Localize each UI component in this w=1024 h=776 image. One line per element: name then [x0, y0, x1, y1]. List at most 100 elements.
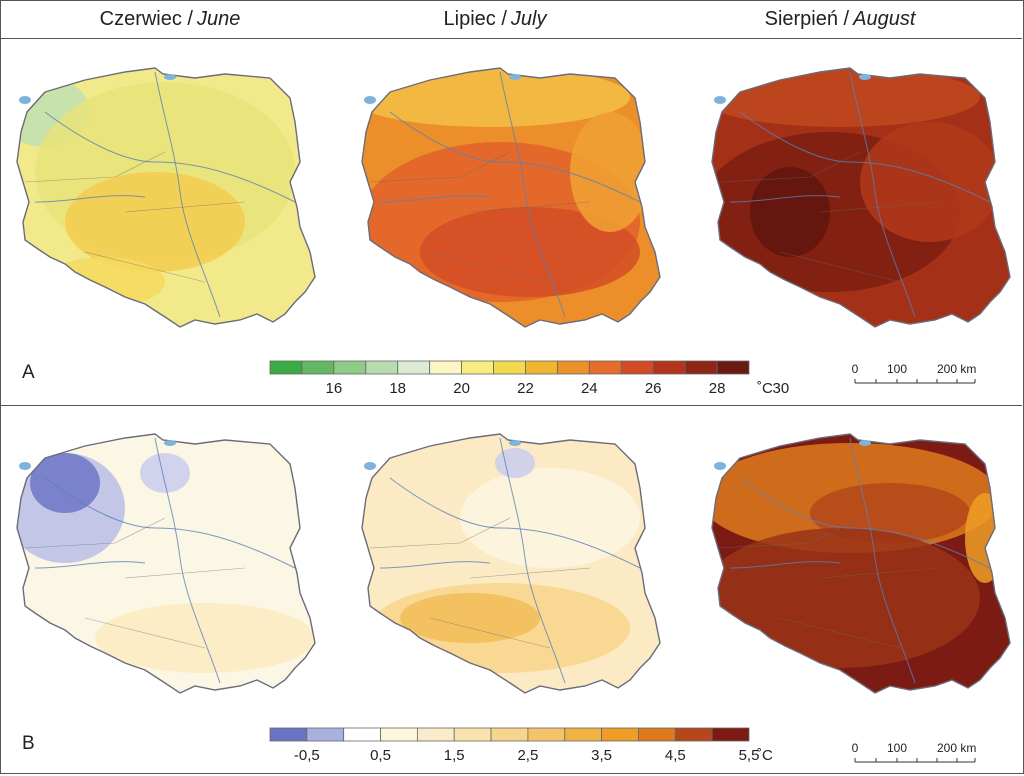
region-borders — [719, 517, 941, 649]
scale-label: 200 km — [937, 362, 976, 376]
legend-b-swatch — [269, 727, 308, 742]
legend-a-swatch — [333, 360, 367, 375]
legend-b-tick-label: 0,5 — [370, 747, 391, 764]
map-zone — [495, 448, 535, 478]
scale-bar-a: 0 100 200 km — [852, 362, 976, 384]
scale-label: 200 km — [937, 741, 976, 755]
lagoon — [164, 74, 176, 80]
map-zone — [570, 112, 650, 232]
river — [34, 195, 146, 203]
river — [729, 561, 841, 569]
legend-a-tick-label: 18 — [389, 380, 406, 397]
poland-border — [16, 433, 316, 694]
legend-a-swatch — [525, 360, 558, 375]
legend-a-swatch — [652, 360, 686, 375]
river — [739, 111, 991, 203]
map-a_june — [16, 67, 316, 328]
river — [389, 111, 641, 203]
legend-a-swatch — [461, 360, 494, 375]
legend-b-swatch — [527, 727, 566, 742]
legend-a-swatch — [397, 360, 431, 375]
legend-a-swatch — [588, 360, 622, 375]
lagoon — [509, 74, 521, 80]
legend-b-swatch — [638, 727, 676, 742]
legend-a-tick-label: 28 — [709, 380, 726, 397]
header-august: Sierpień / August — [690, 4, 990, 34]
lagoon — [364, 96, 376, 104]
map-zone — [30, 453, 100, 513]
legend-b-swatch — [380, 727, 418, 742]
river — [389, 477, 641, 569]
map-zone — [95, 603, 315, 673]
map-zone — [965, 493, 1005, 583]
poland-border — [711, 433, 1011, 694]
legend-a-tick-label: 20 — [453, 380, 470, 397]
legend-b-tick-label: 1,5 — [444, 747, 465, 764]
map-zone — [140, 453, 190, 493]
lagoon — [164, 440, 176, 446]
map-b_july — [361, 433, 661, 694]
poland-border — [361, 433, 661, 694]
legend-a-tick-label: 16 — [326, 380, 343, 397]
map-zone — [860, 122, 1000, 242]
map-b_june — [16, 433, 316, 694]
panel-label-b: B — [22, 733, 35, 754]
region-borders — [369, 517, 591, 649]
river — [499, 437, 566, 684]
lagoon — [364, 462, 376, 470]
legend-a: 16 18 20 22 24 26 28 30˚C — [269, 360, 790, 397]
river — [849, 71, 916, 318]
legend-b-tick-label: 2,5 — [517, 747, 538, 764]
poland-border — [361, 67, 661, 328]
legend-b: -0,5 0,5 1,5 2,5 3,5 4,5 5,5˚C — [269, 727, 773, 764]
scale-label: 0 — [852, 741, 859, 755]
scale-label: 100 — [887, 362, 907, 376]
legend-a-tick-label: 30 — [773, 380, 790, 397]
header-august-en: August — [853, 7, 916, 30]
river — [44, 477, 296, 569]
river — [379, 195, 491, 203]
scale-bar-b: 0 100 200 km — [852, 741, 976, 763]
legend-a-swatch — [301, 360, 335, 375]
lagoon — [509, 440, 521, 446]
river — [34, 561, 146, 569]
legend-a-tick-label: 22 — [517, 380, 534, 397]
legend-a-swatch — [365, 360, 399, 375]
poland-border — [16, 67, 316, 328]
legend-b-tick-label: 3,5 — [591, 747, 612, 764]
map-zone — [420, 207, 640, 297]
legend-b-swatch — [306, 727, 345, 742]
map-zone — [750, 167, 830, 257]
map-a_july — [361, 67, 661, 328]
river — [44, 111, 296, 203]
legend-b-tick-label: 5,5 — [739, 747, 760, 764]
legend-a-unit: ˚C — [757, 380, 773, 397]
river — [849, 437, 916, 684]
panel-label-a: A — [22, 362, 35, 383]
header-june-en: June — [196, 7, 241, 30]
header-july-pl: Lipiec / — [443, 7, 507, 30]
legend-b-swatch — [711, 727, 750, 742]
legend-b-tick-label: -0,5 — [294, 747, 320, 764]
river — [739, 477, 991, 569]
lagoon — [859, 440, 871, 446]
legend-a-swatch — [493, 360, 526, 375]
lagoon — [714, 462, 726, 470]
legend-b-swatch — [601, 727, 639, 742]
legend-b-swatch — [343, 727, 381, 742]
lagoon — [714, 96, 726, 104]
river — [729, 195, 841, 203]
legend-a-swatch — [269, 360, 303, 375]
legend-a-tick-label: 26 — [645, 380, 662, 397]
legend-b-swatch — [453, 727, 492, 742]
header-july-en: July — [510, 7, 547, 30]
legend-b-swatch — [490, 727, 529, 742]
legend-a-swatch — [556, 360, 590, 375]
header-july: Lipiec / July — [345, 4, 645, 34]
legend-a-swatch — [684, 360, 718, 375]
legend-a-swatch — [716, 360, 750, 375]
river — [154, 71, 221, 318]
map-zone — [460, 468, 640, 568]
scale-label: 100 — [887, 741, 907, 755]
